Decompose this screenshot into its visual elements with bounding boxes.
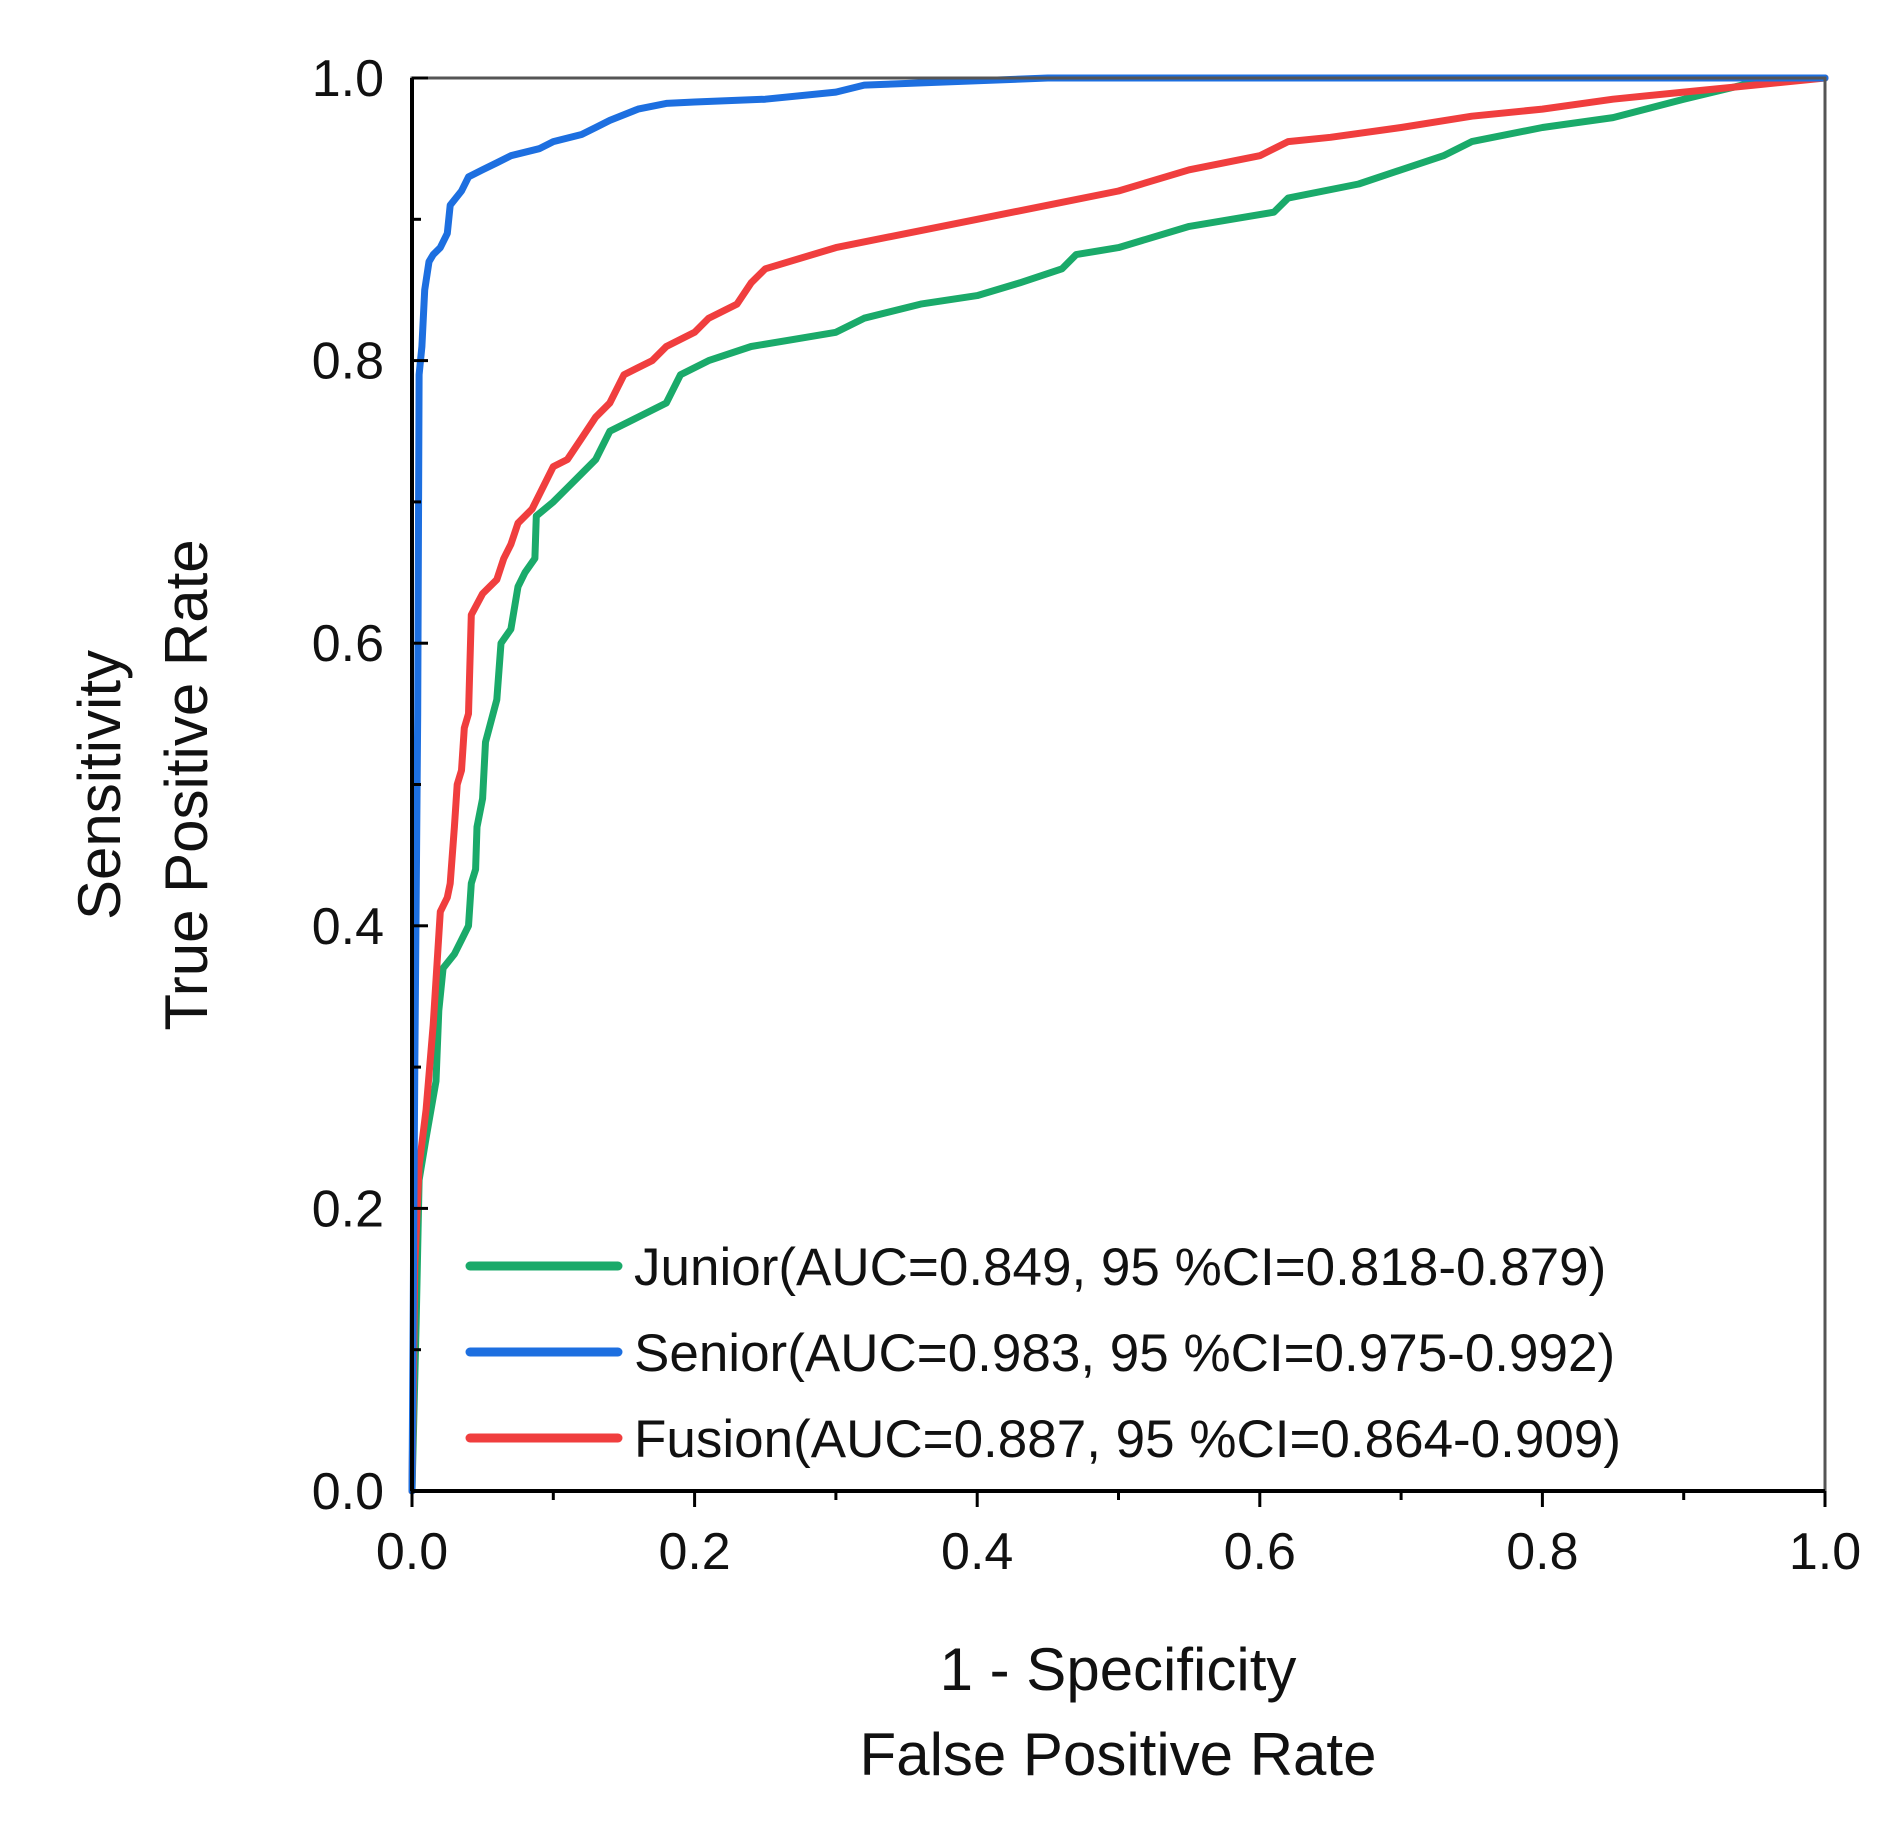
legend-label-senior: Senior(AUC=0.983, 95 %CI=0.975-0.992) bbox=[634, 1324, 1615, 1383]
legend-label-fusion: Fusion(AUC=0.887, 95 %CI=0.864-0.909) bbox=[634, 1410, 1621, 1469]
x-tick-label: 0.8 bbox=[1506, 1523, 1578, 1581]
tick-layer: 0.00.0 0.2 0.2 0.4 0.4 0.6 0.6 0.8 0.8 1.0 1.0 bbox=[312, 50, 1861, 1581]
series-layer bbox=[408, 74, 1829, 1495]
y-tick-label: 0.0 bbox=[312, 1463, 384, 1521]
x-tick-label: 0.0 bbox=[376, 1523, 448, 1581]
y-axis-title-line2: True Positive Rate bbox=[153, 539, 220, 1030]
x-axis-title-line1: 1 - Specificity bbox=[940, 1636, 1297, 1703]
y-tick-label: 0.2 bbox=[312, 1180, 384, 1238]
x-axis-title-line2: False Positive Rate bbox=[860, 1721, 1377, 1788]
y-tick-label: 0.4 bbox=[312, 898, 384, 956]
series-line-junior bbox=[408, 74, 1829, 1495]
y-axis-title-line1: Sensitivity bbox=[66, 650, 133, 920]
x-tick-label: 0.2 bbox=[658, 1523, 730, 1581]
y-tick-label: 0.6 bbox=[312, 615, 384, 673]
y-tick-label: 0.8 bbox=[312, 333, 384, 391]
x-tick-label: 1.0 bbox=[1789, 1523, 1861, 1581]
series-line-senior bbox=[408, 74, 1829, 1495]
series-line-fusion bbox=[408, 74, 1829, 1495]
x-tick-label: 0.6 bbox=[1224, 1523, 1296, 1581]
legend: Junior(AUC=0.849, 95 %CI=0.818-0.879) Se… bbox=[465, 1238, 1621, 1469]
legend-label-junior: Junior(AUC=0.849, 95 %CI=0.818-0.879) bbox=[634, 1238, 1606, 1297]
x-tick-label: 0.4 bbox=[941, 1523, 1013, 1581]
y-tick-label: 1.0 bbox=[312, 50, 384, 108]
